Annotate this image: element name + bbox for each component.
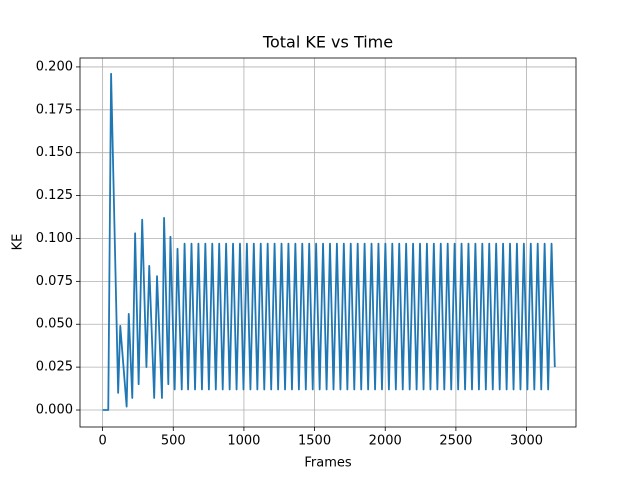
data-line [102,72,556,411]
x-tick-label: 2000 [369,434,402,449]
x-axis-label: Frames [304,456,352,471]
x-tick-label: 1000 [227,434,260,449]
y-tick-label: 0.175 [36,102,73,117]
y-tick-label: 0.100 [36,231,73,246]
x-tick-label: 0 [98,434,106,449]
chart-title: Total KE vs Time [262,33,393,52]
y-tick-label: 0.050 [36,317,73,332]
y-axis-label: KE [11,234,26,251]
x-tick-label: 1500 [298,434,331,449]
x-tick-label: 500 [161,434,186,449]
x-tick-label: 2500 [439,434,472,449]
y-tick-label: 0.075 [36,274,73,289]
y-tick-label: 0.150 [36,145,73,160]
y-tick-label: 0.025 [36,360,73,375]
x-tick-label: 3000 [510,434,543,449]
y-tick-label: 0.200 [36,59,73,74]
y-tick-label: 0.000 [36,403,73,418]
plot-frame [79,57,577,428]
y-tick-label: 0.125 [36,188,73,203]
